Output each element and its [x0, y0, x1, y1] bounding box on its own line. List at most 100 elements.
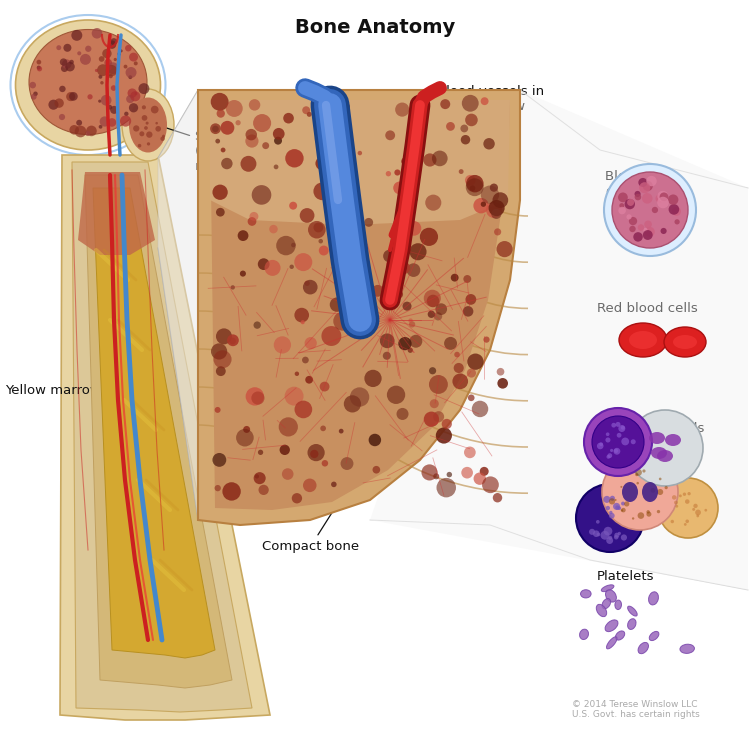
Circle shape: [217, 110, 225, 118]
Polygon shape: [370, 90, 748, 590]
Circle shape: [646, 176, 657, 186]
Circle shape: [688, 492, 691, 496]
Circle shape: [109, 74, 112, 78]
Circle shape: [411, 134, 422, 144]
Circle shape: [339, 429, 344, 433]
Circle shape: [483, 138, 495, 150]
Circle shape: [494, 228, 501, 235]
Circle shape: [638, 224, 644, 231]
Circle shape: [433, 411, 444, 423]
Circle shape: [446, 122, 455, 131]
Circle shape: [576, 484, 644, 552]
Circle shape: [467, 354, 484, 370]
Circle shape: [637, 482, 639, 485]
Circle shape: [66, 92, 75, 101]
Circle shape: [430, 399, 439, 408]
Polygon shape: [210, 100, 510, 510]
Circle shape: [111, 86, 116, 91]
Circle shape: [650, 488, 656, 493]
Circle shape: [295, 308, 309, 322]
Ellipse shape: [616, 631, 625, 640]
Circle shape: [210, 124, 220, 134]
Circle shape: [33, 91, 38, 96]
Circle shape: [130, 91, 140, 102]
Circle shape: [357, 227, 363, 233]
Circle shape: [339, 102, 350, 112]
Circle shape: [661, 228, 667, 234]
Ellipse shape: [602, 585, 614, 591]
Circle shape: [454, 363, 464, 373]
Circle shape: [304, 281, 310, 286]
Circle shape: [621, 501, 625, 506]
Ellipse shape: [596, 605, 607, 617]
Circle shape: [480, 467, 489, 476]
Circle shape: [614, 448, 620, 455]
Circle shape: [221, 158, 232, 170]
Circle shape: [597, 443, 604, 450]
Circle shape: [29, 82, 36, 88]
Circle shape: [482, 477, 499, 493]
Circle shape: [49, 99, 58, 110]
Circle shape: [77, 51, 81, 56]
Circle shape: [285, 149, 304, 167]
Ellipse shape: [29, 29, 147, 135]
Circle shape: [344, 395, 361, 412]
Circle shape: [432, 151, 448, 166]
Circle shape: [214, 350, 232, 368]
Circle shape: [434, 312, 442, 320]
Circle shape: [406, 263, 420, 277]
Circle shape: [97, 64, 109, 76]
Circle shape: [240, 270, 246, 276]
Circle shape: [280, 444, 290, 455]
Circle shape: [364, 218, 374, 227]
Circle shape: [69, 92, 78, 101]
Circle shape: [80, 54, 91, 65]
Circle shape: [291, 243, 296, 247]
Circle shape: [151, 106, 158, 113]
Circle shape: [138, 144, 141, 148]
Circle shape: [124, 112, 128, 116]
Ellipse shape: [602, 599, 610, 609]
Circle shape: [258, 258, 269, 270]
Ellipse shape: [642, 482, 658, 502]
Circle shape: [433, 474, 439, 480]
Circle shape: [290, 202, 297, 210]
Circle shape: [282, 469, 293, 480]
Circle shape: [274, 336, 291, 354]
Circle shape: [621, 438, 629, 445]
Ellipse shape: [650, 632, 659, 640]
Circle shape: [639, 182, 650, 193]
Circle shape: [459, 169, 464, 174]
Circle shape: [589, 529, 595, 535]
Circle shape: [481, 202, 486, 207]
Circle shape: [674, 501, 678, 504]
Circle shape: [342, 295, 358, 311]
Circle shape: [657, 197, 669, 208]
Circle shape: [403, 302, 412, 311]
Circle shape: [373, 466, 380, 474]
Circle shape: [98, 99, 101, 103]
Circle shape: [128, 88, 137, 98]
Ellipse shape: [649, 592, 658, 605]
Circle shape: [62, 59, 71, 69]
Circle shape: [223, 482, 241, 501]
Circle shape: [462, 95, 478, 112]
Circle shape: [302, 106, 310, 114]
Circle shape: [119, 49, 123, 53]
Circle shape: [668, 194, 679, 205]
Ellipse shape: [628, 618, 636, 629]
Circle shape: [466, 294, 476, 305]
Circle shape: [102, 49, 112, 58]
Circle shape: [364, 370, 382, 387]
Circle shape: [644, 221, 652, 228]
Circle shape: [642, 193, 652, 204]
Circle shape: [682, 493, 686, 496]
Circle shape: [658, 191, 668, 202]
Circle shape: [246, 387, 264, 406]
Circle shape: [211, 93, 229, 110]
Circle shape: [249, 99, 260, 110]
Circle shape: [395, 290, 403, 298]
Circle shape: [146, 121, 148, 125]
Circle shape: [386, 171, 391, 176]
Text: Bone Anatomy: Bone Anatomy: [295, 18, 455, 37]
